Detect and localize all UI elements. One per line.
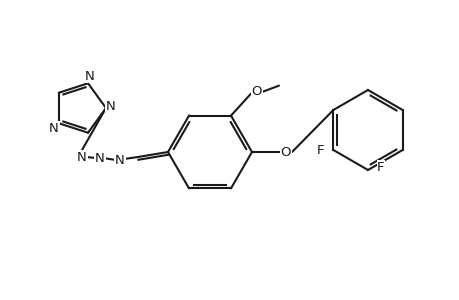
Text: N: N bbox=[49, 122, 59, 135]
Text: N: N bbox=[77, 151, 87, 164]
Text: N: N bbox=[95, 152, 105, 164]
Text: O: O bbox=[280, 146, 291, 158]
Text: N: N bbox=[85, 70, 95, 83]
Text: N: N bbox=[106, 100, 116, 112]
Text: F: F bbox=[316, 143, 324, 157]
Text: N: N bbox=[115, 154, 124, 166]
Text: O: O bbox=[251, 85, 262, 98]
Text: F: F bbox=[376, 160, 384, 173]
